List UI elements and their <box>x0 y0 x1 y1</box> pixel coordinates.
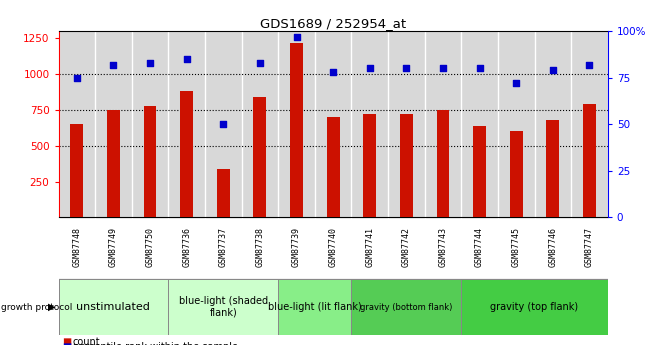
Text: GSM87749: GSM87749 <box>109 227 118 267</box>
Bar <box>437 110 449 217</box>
Bar <box>534 31 571 217</box>
Text: GSM87743: GSM87743 <box>439 227 447 267</box>
Bar <box>498 31 534 217</box>
Title: GDS1689 / 252954_at: GDS1689 / 252954_at <box>260 17 406 30</box>
Text: unstimulated: unstimulated <box>77 302 150 312</box>
Point <box>474 66 485 71</box>
Bar <box>327 117 339 217</box>
Text: blue-light (lit flank): blue-light (lit flank) <box>268 302 361 312</box>
Bar <box>254 97 266 217</box>
FancyBboxPatch shape <box>462 279 608 335</box>
Bar <box>290 42 303 217</box>
Bar <box>363 114 376 217</box>
Bar <box>180 91 193 217</box>
Text: growth protocol: growth protocol <box>1 303 73 312</box>
Text: percentile rank within the sample: percentile rank within the sample <box>73 342 238 345</box>
Text: GSM87746: GSM87746 <box>549 227 557 267</box>
Text: GSM87741: GSM87741 <box>365 227 374 267</box>
Bar <box>70 124 83 217</box>
Point <box>511 80 521 86</box>
FancyBboxPatch shape <box>352 279 462 335</box>
Text: GSM87748: GSM87748 <box>72 227 81 267</box>
Point <box>145 60 155 66</box>
Text: GSM87742: GSM87742 <box>402 227 411 267</box>
Bar <box>95 31 132 217</box>
Text: GSM87738: GSM87738 <box>255 227 265 267</box>
Point <box>547 67 558 73</box>
Bar <box>132 31 168 217</box>
Text: GSM87750: GSM87750 <box>146 227 155 267</box>
Text: GSM87740: GSM87740 <box>329 227 337 267</box>
Text: ■: ■ <box>62 337 71 345</box>
Bar <box>424 31 461 217</box>
Text: GSM87745: GSM87745 <box>512 227 521 267</box>
Bar <box>388 31 424 217</box>
FancyBboxPatch shape <box>168 279 278 335</box>
Point <box>328 69 338 75</box>
FancyBboxPatch shape <box>278 279 352 335</box>
Bar <box>315 31 352 217</box>
Bar <box>107 110 120 217</box>
Bar <box>58 31 95 217</box>
Bar <box>400 114 413 217</box>
Bar <box>168 31 205 217</box>
Bar <box>144 106 157 217</box>
Point <box>72 75 82 80</box>
Text: GSM87736: GSM87736 <box>182 227 191 267</box>
Bar <box>510 131 523 217</box>
Bar <box>217 169 229 217</box>
Bar <box>571 31 608 217</box>
Text: GSM87739: GSM87739 <box>292 227 301 267</box>
Point <box>365 66 375 71</box>
Text: gravity (bottom flank): gravity (bottom flank) <box>360 303 452 312</box>
Text: gravity (top flank): gravity (top flank) <box>491 302 578 312</box>
Point <box>181 56 192 62</box>
Bar <box>473 126 486 217</box>
Text: ■: ■ <box>62 342 71 345</box>
Bar <box>278 31 315 217</box>
Point <box>401 66 411 71</box>
FancyBboxPatch shape <box>58 279 168 335</box>
Bar <box>242 31 278 217</box>
Text: GSM87737: GSM87737 <box>219 227 227 267</box>
Point <box>108 62 119 67</box>
Bar <box>583 104 596 217</box>
Bar <box>205 31 242 217</box>
Text: blue-light (shaded
flank): blue-light (shaded flank) <box>179 296 268 318</box>
Text: ▶: ▶ <box>47 302 55 312</box>
Point <box>291 34 302 39</box>
Text: GSM87744: GSM87744 <box>475 227 484 267</box>
Bar <box>547 120 559 217</box>
Point <box>438 66 448 71</box>
Text: GSM87747: GSM87747 <box>585 227 594 267</box>
Point <box>218 121 229 127</box>
Bar <box>352 31 388 217</box>
Text: count: count <box>73 337 100 345</box>
Point <box>255 60 265 66</box>
Bar <box>462 31 498 217</box>
Point <box>584 62 595 67</box>
